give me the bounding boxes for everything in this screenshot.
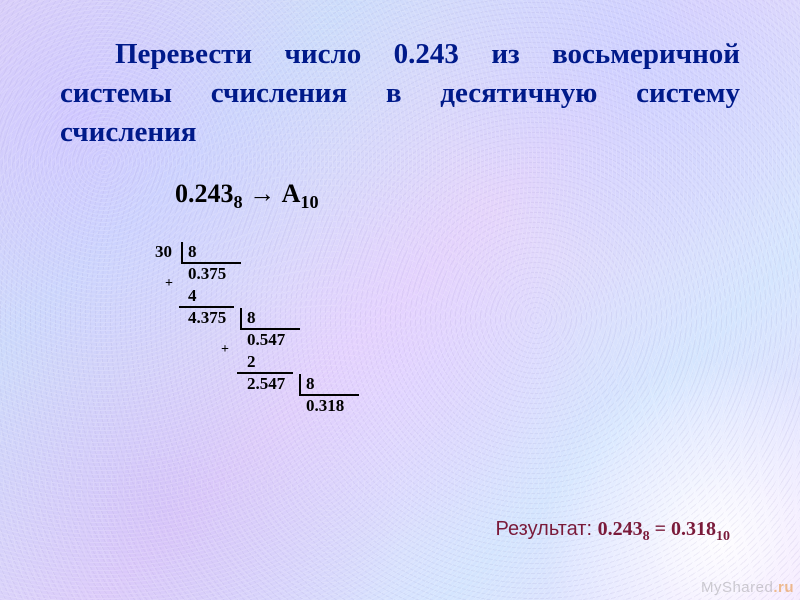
- s1-plus: +: [165, 276, 173, 292]
- s2-vline: [240, 308, 242, 330]
- arrow-icon: →: [249, 178, 275, 208]
- result-rhs: 0.318: [671, 518, 716, 540]
- s2-plus: +: [221, 342, 229, 358]
- result-rhs-base: 10: [716, 529, 730, 544]
- conversion-expression: 0.2438 → А10: [175, 178, 740, 213]
- s2-divisor: 8: [247, 308, 256, 328]
- watermark: MyShared.ru: [701, 579, 794, 596]
- s1-divisor: 8: [188, 242, 197, 262]
- s1-quotient: 0.375: [188, 264, 226, 284]
- s3-vline: [299, 374, 301, 396]
- s1-vline: [181, 242, 183, 264]
- s1-add: 4: [188, 286, 197, 306]
- slide-content: Перевести число 0.243 из восьмеричной си…: [0, 0, 800, 437]
- watermark-text: MyShared: [701, 579, 773, 596]
- s1-dividend: 30: [155, 242, 172, 262]
- result-lhs-base: 8: [643, 529, 650, 544]
- s3-divisor: 8: [306, 374, 315, 394]
- s2-add: 2: [247, 352, 256, 372]
- slide-title: Перевести число 0.243 из восьмеричной си…: [60, 35, 740, 152]
- result-eq: =: [650, 518, 671, 540]
- result-label: Результат: [496, 518, 587, 540]
- watermark-domain: .ru: [773, 579, 794, 596]
- result-lhs: 0.243: [598, 518, 643, 540]
- s2-quotient: 0.547: [247, 330, 285, 350]
- s2-sum: 2.547: [247, 374, 285, 394]
- conv-rhs-base: 10: [300, 193, 318, 213]
- s1-sum: 4.375: [188, 308, 226, 328]
- conv-rhs-value: А: [282, 179, 301, 208]
- conv-lhs-value: 0.243: [175, 179, 234, 208]
- s3-quotient: 0.318: [306, 396, 344, 416]
- result-line: Результат: 0.2438 = 0.31810: [496, 518, 731, 545]
- conv-lhs-base: 8: [234, 193, 243, 213]
- calculation-diagram: 30 8 0.375 + 4 4.375 8 0.547 + 2 2.547 8…: [155, 242, 475, 437]
